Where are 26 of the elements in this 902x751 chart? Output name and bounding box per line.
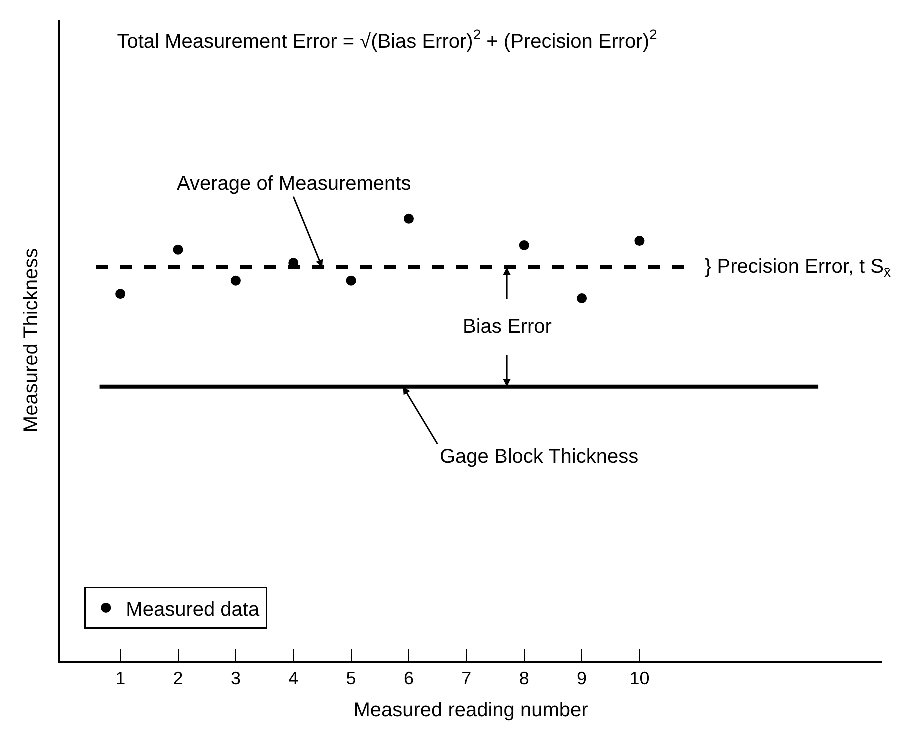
x-tick-label: 10 xyxy=(630,668,650,688)
text: } Precision Error, t S$_{x̄}$ xyxy=(705,256,891,280)
point xyxy=(346,276,356,286)
x-tick-label: 9 xyxy=(577,668,588,688)
x-tick-label: 1 xyxy=(116,668,126,688)
x-tick-label: 3 xyxy=(230,668,241,688)
point xyxy=(116,289,126,300)
point xyxy=(404,214,414,224)
chart-title: Total Measurement Error = √(Bias Error)$^{2}$ + (Precision Error)$^{2}$ xyxy=(117,26,658,53)
ref-line-label: Gage Block Thickness xyxy=(440,446,639,468)
x-axis-title: Measured reading number xyxy=(354,699,589,722)
x-tick-label: 8 xyxy=(519,668,530,688)
x-tick-label: 2 xyxy=(173,668,184,688)
point xyxy=(634,236,645,246)
legend-label: Measured data xyxy=(126,598,260,621)
x-tick-label: 6 xyxy=(404,668,414,688)
x-tick-label: 7 xyxy=(462,668,472,688)
point xyxy=(577,294,588,304)
annotation: Bias Error xyxy=(463,316,552,338)
x-tick-label: 4 xyxy=(288,668,299,688)
ref-line-label: Average of Measurements xyxy=(177,173,412,195)
point xyxy=(230,276,241,286)
point xyxy=(519,240,530,250)
point xyxy=(173,244,184,255)
y-axis-title: Measured Thickness xyxy=(20,248,42,433)
x-tick-label: 5 xyxy=(346,668,356,688)
